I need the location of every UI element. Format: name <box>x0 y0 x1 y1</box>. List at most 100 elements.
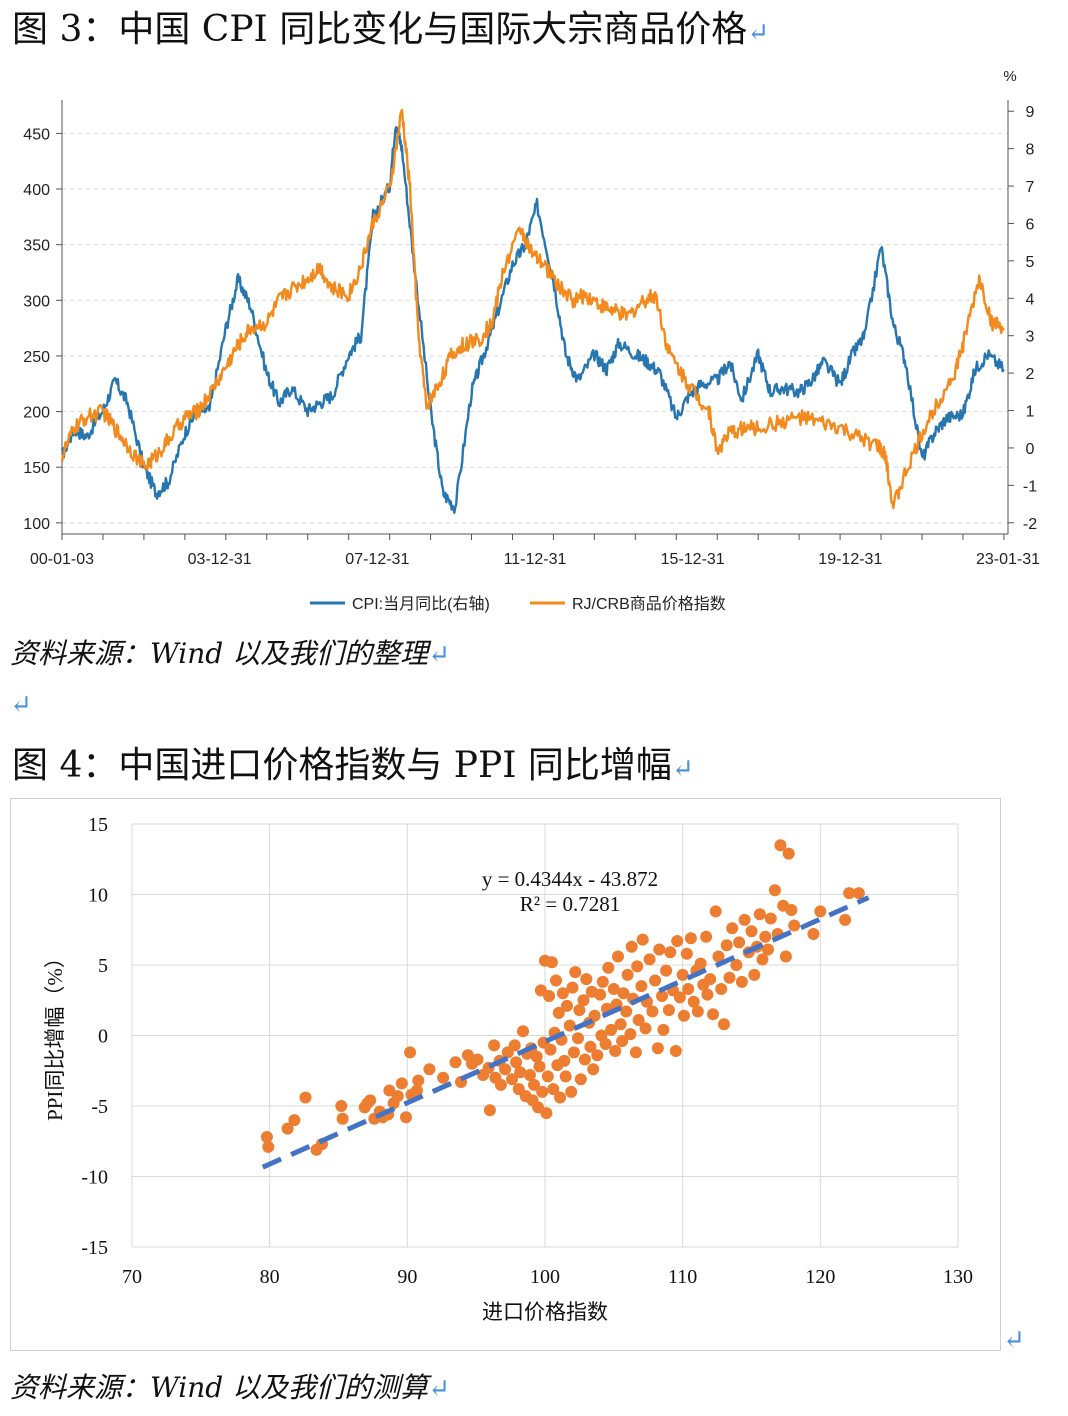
scatter-point <box>684 932 697 945</box>
scatter-point <box>707 1008 719 1021</box>
right-tick-label: 0 <box>1026 441 1035 458</box>
return-icon: ↵ <box>428 640 450 670</box>
left-tick-label: 250 <box>23 349 50 366</box>
scatter-point <box>437 1071 450 1084</box>
scatter-point <box>774 839 787 852</box>
scatter-point <box>680 947 693 960</box>
scatter-point <box>449 1056 462 1069</box>
scatter-point <box>660 964 673 977</box>
figure4-title: 图 4：中国进口价格指数与 PPI 同比增幅↵ <box>12 745 694 786</box>
scatter-point <box>510 1056 523 1069</box>
x-tick-label: 80 <box>260 1266 280 1288</box>
scatter-point <box>573 1004 586 1017</box>
scatter-point <box>543 990 556 1002</box>
scatter-point <box>423 1063 436 1076</box>
scatter-point <box>530 1050 543 1063</box>
scatter-point <box>574 1073 587 1086</box>
figure4-frame <box>10 798 1001 1351</box>
x-tick-label: 11-12-31 <box>504 551 567 568</box>
scatter-point <box>852 887 865 900</box>
scatter-point <box>753 908 766 921</box>
scatter-point <box>584 1040 597 1053</box>
scatter-point <box>788 919 801 932</box>
x-tick-label: 70 <box>122 1266 142 1288</box>
y-tick-label: -15 <box>81 1237 108 1259</box>
right-tick-label: 6 <box>1026 216 1035 233</box>
scatter-point <box>621 968 634 981</box>
scatter-point <box>609 1045 622 1057</box>
scatter-point <box>336 1112 349 1125</box>
right-axis-unit: % <box>1003 68 1016 85</box>
scatter-point <box>715 983 728 995</box>
figure4-chart: -15 -10 -5 0 5 10 15 70 80 90 100 110 120 130 y = 0.4… <box>43 814 973 1324</box>
figure4-source: 资料来源：Wind 以及我们的测算↵ <box>10 1371 450 1404</box>
scatter-point <box>536 1085 549 1098</box>
left-tick-label: 400 <box>23 182 50 199</box>
scatter-point <box>395 1077 408 1090</box>
figure3-source: 资料来源：Wind 以及我们的整理↵ <box>10 637 450 670</box>
return-icon: ↵ <box>10 690 32 720</box>
scatter-point <box>559 1070 572 1083</box>
figure3-title: 图 3：中国 CPI 同比变化与国际大宗商品价格↵ <box>12 9 770 50</box>
scatter-point <box>572 1032 584 1045</box>
scatter-point <box>662 1004 675 1017</box>
scatter-point <box>566 981 579 994</box>
return-icon: ↵ <box>671 754 694 784</box>
right-tick-label: 7 <box>1026 179 1035 196</box>
scatter-point <box>656 990 668 1002</box>
scatter-point <box>687 995 700 1008</box>
scatter-point <box>624 1028 637 1041</box>
right-tick-label: 4 <box>1026 291 1035 308</box>
left-tick-label: 350 <box>23 238 50 255</box>
scatter-point <box>807 928 820 940</box>
scatter-point <box>768 884 781 897</box>
scatter-point <box>669 1045 682 1057</box>
scatter-point <box>547 1083 560 1096</box>
right-tick-label: 2 <box>1026 366 1035 383</box>
scatter-point <box>404 1046 417 1059</box>
scatter-point <box>281 1122 294 1135</box>
scatter-point <box>540 1107 553 1120</box>
scatter-point <box>643 953 656 966</box>
scatter-point <box>631 960 644 973</box>
scatter-point <box>577 994 590 1007</box>
y-tick-label: 15 <box>88 814 108 836</box>
scatter-point <box>723 971 736 984</box>
scatter-point <box>508 1039 521 1052</box>
scatter-point <box>523 1069 536 1081</box>
scatter-point <box>514 1066 527 1079</box>
scatter-point <box>678 1009 690 1022</box>
right-tick-label: -1 <box>1023 478 1037 495</box>
scatter-point <box>738 913 751 926</box>
return-icon: ↵ <box>1003 1325 1025 1355</box>
legend: CPI:当月同比(右轴) RJ/CRB商品价格指数 <box>310 595 726 613</box>
right-tick-label: 9 <box>1026 104 1035 121</box>
left-tick-label: 300 <box>23 293 50 310</box>
scatter-point <box>657 1023 670 1036</box>
scatter-point <box>620 1005 633 1018</box>
scatter-point <box>412 1074 425 1087</box>
scatter-point <box>391 1090 404 1103</box>
scatter-point <box>554 1091 567 1104</box>
scatter-point <box>580 973 593 986</box>
scatter-point <box>471 1053 484 1066</box>
scatter-point <box>528 1078 540 1091</box>
scatter-point <box>617 987 630 1000</box>
scatter-point <box>411 1084 423 1097</box>
series-line-crb <box>60 108 1005 510</box>
x-tick-label: 130 <box>943 1266 973 1288</box>
scatter-point <box>682 983 695 995</box>
scatter-point <box>556 987 569 1000</box>
scatter-point <box>563 1019 576 1032</box>
scatter-point <box>400 1111 412 1124</box>
trendline-equation: y = 0.4344x - 43.872 <box>482 867 658 891</box>
scatter-point <box>364 1094 377 1107</box>
x-tick-label: 19-12-31 <box>818 551 882 568</box>
return-icon: ↵ <box>428 1374 450 1404</box>
x-tick-label: 07-12-31 <box>345 551 409 568</box>
scatter-point <box>483 1104 496 1117</box>
y-tick-label: 0 <box>98 1026 108 1048</box>
scatter-point <box>488 1039 501 1052</box>
scatter-point <box>288 1114 301 1127</box>
scatter-point <box>596 975 609 988</box>
